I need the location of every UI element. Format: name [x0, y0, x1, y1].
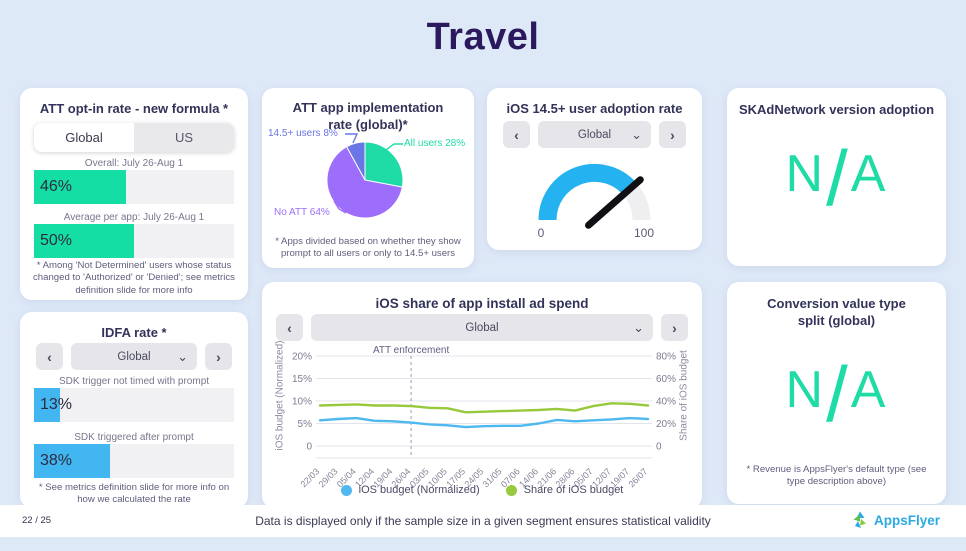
- att-opt-in-card: ATT opt-in rate - new formula * Global U…: [20, 88, 248, 300]
- att-implementation-pie-chart: [326, 133, 404, 219]
- prev-icon: ‹: [47, 348, 52, 365]
- legend-label: iOS budget (Normalized): [358, 484, 480, 496]
- legend-label: Share of iOS budget: [523, 484, 624, 496]
- gauge-min-label: 0: [537, 226, 545, 240]
- card-title-ios-adoption: iOS 14.5+ user adoption rate: [506, 101, 683, 116]
- svg-text:0: 0: [306, 442, 312, 453]
- region-select[interactable]: Global ⌄: [71, 343, 197, 370]
- bar-average: 50%: [34, 224, 234, 258]
- prev-icon: ‹: [514, 126, 519, 143]
- bar-fill-average: [34, 224, 134, 258]
- svg-text:ATT enforcement: ATT enforcement: [373, 346, 450, 356]
- prev-button[interactable]: ‹: [276, 314, 303, 341]
- svg-text:60%: 60%: [656, 374, 676, 385]
- prev-button[interactable]: ‹: [36, 343, 63, 370]
- bar-label-sdk-not-timed: SDK trigger not timed with prompt: [58, 376, 210, 387]
- svg-text:5%: 5%: [298, 419, 313, 430]
- region-select[interactable]: Global ⌄: [538, 121, 651, 148]
- bar-fill-overall: [34, 170, 126, 204]
- bar-overall: 46%: [34, 170, 234, 204]
- footer-note: Data is displayed only if the sample siz…: [255, 514, 711, 528]
- next-button[interactable]: ›: [659, 121, 686, 148]
- skad-card: SKAdNetwork version adoption N/A: [727, 88, 946, 266]
- card-title-ios-share: iOS share of app install ad spend: [375, 296, 589, 311]
- page-number: 22 / 25: [22, 515, 52, 526]
- pie-label-no-att: No ATT 64%: [274, 207, 330, 218]
- att-implementation-card: ATT app implementation rate (global)* 14…: [262, 88, 474, 268]
- footnote-idfa: * See metrics definition slide for more …: [38, 482, 230, 506]
- bar-sdk-after: 38%: [34, 444, 234, 478]
- bar-fill-sdk-after: [34, 444, 110, 478]
- bar-sdk-not-timed: 13%: [34, 388, 234, 422]
- conversion-na-value: N/A: [785, 350, 888, 439]
- next-icon: ›: [672, 319, 677, 336]
- bar-value-sdk-after: 38%: [40, 452, 73, 469]
- select-value: Global: [577, 128, 612, 141]
- svg-text:20%: 20%: [292, 352, 312, 363]
- svg-text:10%: 10%: [292, 397, 312, 408]
- bar-fill-sdk-not-timed: [34, 388, 60, 422]
- chevron-down-icon: ⌄: [631, 127, 642, 142]
- chart-legend: iOS budget (Normalized) Share of iOS bud…: [262, 484, 702, 496]
- next-button[interactable]: ›: [661, 314, 688, 341]
- bar-value-overall: 46%: [40, 178, 73, 195]
- footnote-att-implementation: * Apps divided based on whether they sho…: [275, 236, 461, 260]
- card-title-conversion-split: Conversion value type split (global): [767, 296, 906, 328]
- ios-adoption-gauge-chart: [538, 163, 651, 229]
- card-title-att-implementation: ATT app implementation rate (global)*: [292, 100, 444, 132]
- bar-value-average: 50%: [40, 232, 73, 249]
- ios-share-card: iOS share of app install ad spend ‹ Glob…: [262, 282, 702, 508]
- svg-text:80%: 80%: [656, 352, 676, 363]
- page-title: Travel: [426, 16, 540, 58]
- legend-item-share: Share of iOS budget: [505, 484, 624, 496]
- ios-adoption-card: iOS 14.5+ user adoption rate ‹ Global ⌄ …: [487, 88, 702, 250]
- skad-na-value: N/A: [785, 134, 888, 223]
- appsflyer-logo: AppsFlyer: [852, 511, 940, 529]
- footnote-att-opt-in: * Among 'Not Determined' users whose sta…: [33, 260, 235, 296]
- next-icon: ›: [216, 348, 221, 365]
- tab-global[interactable]: Global: [34, 123, 134, 152]
- legend-dot-icon: [340, 484, 352, 496]
- prev-button[interactable]: ‹: [503, 121, 530, 148]
- bar-label-overall: Overall: July 26-Aug 1: [84, 158, 184, 169]
- conversion-split-card: Conversion value type split (global) N/A…: [727, 282, 946, 504]
- next-icon: ›: [670, 126, 675, 143]
- footnote-conversion-split: * Revenue is AppsFlyer's default type (s…: [746, 464, 927, 488]
- bar-label-sdk-after: SDK triggered after prompt: [74, 432, 194, 443]
- pie-label-all-users: All users 28%: [404, 138, 466, 149]
- gauge-max-label: 100: [633, 226, 655, 240]
- chevron-down-icon: ⌄: [177, 349, 188, 364]
- appsflyer-logo-icon: [853, 511, 866, 528]
- idfa-card: IDFA rate * ‹ Global ⌄ › SDK trigger not…: [20, 312, 248, 508]
- prev-icon: ‹: [287, 319, 292, 336]
- svg-text:0: 0: [656, 442, 662, 453]
- region-tabs: Global US: [34, 123, 234, 152]
- card-title-idfa: IDFA rate *: [101, 325, 167, 340]
- region-select[interactable]: Global ⌄: [311, 314, 653, 341]
- bar-value-sdk-not-timed: 13%: [40, 396, 73, 413]
- svg-text:15%: 15%: [292, 374, 312, 385]
- legend-dot-icon: [505, 484, 517, 496]
- footer: 22 / 25 Data is displayed only if the sa…: [0, 505, 966, 537]
- card-title-skad: SKAdNetwork version adoption: [738, 102, 935, 117]
- select-value: Global: [117, 350, 151, 363]
- bar-label-average: Average per app: July 26-Aug 1: [63, 212, 205, 223]
- appsflyer-logo-text: AppsFlyer: [873, 512, 940, 528]
- ios-share-line-chart: 20% 80%15% 60%10% 40%5% 20%0 022/0329/0305/04…: [292, 346, 676, 488]
- card-title-att-opt-in: ATT opt-in rate - new formula *: [39, 101, 229, 116]
- select-value: Global: [465, 321, 499, 334]
- legend-item-ios-budget: iOS budget (Normalized): [340, 484, 480, 496]
- svg-text:20%: 20%: [656, 419, 676, 430]
- chevron-down-icon: ⌄: [633, 320, 644, 335]
- next-button[interactable]: ›: [205, 343, 232, 370]
- svg-text:40%: 40%: [656, 397, 676, 408]
- pie-label-145-users: 14.5+ users 8%: [268, 128, 338, 139]
- tab-us[interactable]: US: [134, 123, 234, 152]
